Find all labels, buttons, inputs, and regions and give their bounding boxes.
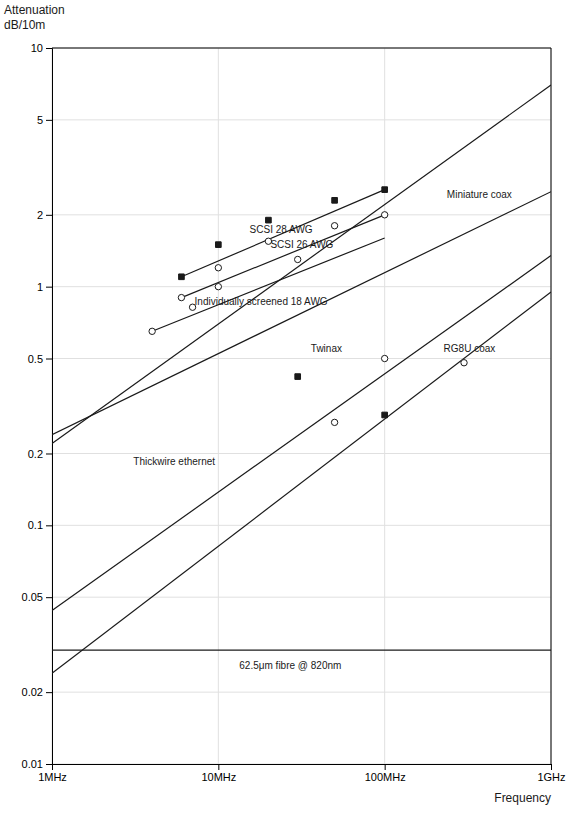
x-axis-line bbox=[53, 765, 552, 771]
grid-line-y bbox=[52, 119, 551, 120]
x-tick-label: 1MHz bbox=[38, 771, 67, 783]
y-tick-mark bbox=[46, 48, 52, 49]
x-tick-mark bbox=[218, 764, 219, 770]
plot-frame bbox=[52, 48, 551, 764]
x-tick-label: 1GHz bbox=[537, 771, 565, 783]
y-tick-mark bbox=[46, 764, 52, 765]
y-axis: 0.01 0.02 0.05 0.1 0.2 0.5 1 2 5 10 bbox=[22, 42, 53, 770]
series-label: 62.5μm fibre @ 820nm bbox=[239, 660, 341, 671]
x-axis-title: Frequency bbox=[494, 791, 551, 805]
series-marker bbox=[461, 360, 467, 366]
series-marker bbox=[215, 265, 221, 271]
y-tick: 0.01 bbox=[22, 758, 52, 770]
grid-line-y bbox=[52, 692, 551, 693]
y-tick-label: 0.5 bbox=[28, 353, 43, 365]
series-marker bbox=[295, 256, 301, 262]
series-label: Miniature coax bbox=[447, 189, 512, 200]
series-label: Twinax bbox=[311, 343, 342, 354]
y-tick-mark bbox=[46, 692, 52, 693]
y-tick-mark bbox=[46, 359, 52, 360]
y-tick: 0.1 bbox=[28, 519, 52, 531]
series-marker bbox=[382, 187, 388, 193]
y-tick-mark bbox=[46, 287, 52, 288]
series-line bbox=[52, 192, 551, 435]
series-marker bbox=[266, 217, 272, 223]
x-tick: 100MHz bbox=[365, 764, 406, 783]
y-tick: 2 bbox=[37, 209, 52, 221]
series-line bbox=[52, 85, 551, 444]
grid-line-y bbox=[52, 453, 551, 454]
y-tick-mark bbox=[46, 597, 52, 598]
series-line bbox=[52, 650, 551, 651]
y-tick: 0.5 bbox=[28, 353, 52, 365]
y-tick: 10 bbox=[31, 42, 52, 54]
y-tick: 0.02 bbox=[22, 686, 52, 698]
series-label: Individually screened 18 AWG bbox=[195, 296, 328, 307]
series-line bbox=[181, 215, 384, 298]
series-marker bbox=[331, 223, 337, 229]
y-tick-label: 0.05 bbox=[22, 591, 43, 603]
grid bbox=[52, 48, 551, 764]
series-label: SCSI 28 AWG bbox=[250, 224, 313, 235]
x-tick-label: 10MHz bbox=[201, 771, 236, 783]
series-line bbox=[152, 238, 385, 331]
grid-line-y bbox=[52, 358, 551, 359]
series-marker bbox=[179, 274, 185, 280]
y-tick-label: 0.01 bbox=[22, 758, 43, 770]
grid-line-x bbox=[384, 48, 385, 764]
series-marker bbox=[381, 355, 387, 361]
series-marker bbox=[295, 374, 301, 380]
series-marker bbox=[216, 242, 222, 248]
y-tick-label: 5 bbox=[37, 114, 43, 126]
x-tick-mark bbox=[551, 764, 552, 770]
y-tick: 0.05 bbox=[22, 591, 52, 603]
y-tick: 5 bbox=[37, 114, 52, 126]
series-line bbox=[52, 292, 551, 673]
y-tick-label: 0.1 bbox=[28, 519, 43, 531]
y-tick-mark bbox=[46, 525, 52, 526]
y-tick-mark bbox=[46, 215, 52, 216]
series-line bbox=[181, 190, 384, 277]
x-tick: 10MHz bbox=[201, 764, 236, 783]
y-tick-label: 2 bbox=[37, 209, 43, 221]
grid-line-y bbox=[52, 597, 551, 598]
series-labels: Miniature coax SCSI 28 AWG SCSI 26 AWG Indi… bbox=[133, 189, 512, 671]
y-axis-title: dB/10m bbox=[4, 18, 45, 32]
series-label: Thickwire ethernet bbox=[133, 456, 215, 467]
grid-line-x bbox=[218, 48, 219, 764]
series-marker bbox=[332, 198, 338, 204]
grid-line-y bbox=[52, 214, 551, 215]
y-axis-title: Attenuation bbox=[4, 3, 65, 17]
y-tick-mark bbox=[46, 453, 52, 454]
series-label: SCSI 26 AWG bbox=[270, 239, 333, 250]
series-marker bbox=[381, 212, 387, 218]
y-axis-line bbox=[46, 49, 53, 765]
series-marker bbox=[215, 283, 221, 289]
y-tick: 0.2 bbox=[28, 448, 52, 460]
x-axis: 1MHz 10MHz 100MHz 1GHz bbox=[38, 764, 565, 783]
y-tick-label: 0.2 bbox=[28, 448, 43, 460]
y-tick-label: 0.02 bbox=[22, 686, 43, 698]
grid-line-y bbox=[52, 286, 551, 287]
series-label: RG8U coax bbox=[444, 343, 496, 354]
x-tick-mark bbox=[385, 764, 386, 770]
y-tick: 1 bbox=[37, 281, 52, 293]
y-tick-mark bbox=[46, 120, 52, 121]
series-marker bbox=[149, 328, 155, 334]
series-marker bbox=[178, 294, 184, 300]
y-tick-label: 1 bbox=[37, 281, 43, 293]
plot-area bbox=[52, 85, 551, 673]
y-tick-label: 10 bbox=[31, 42, 43, 54]
series-line bbox=[52, 256, 551, 611]
grid-line-y bbox=[52, 525, 551, 526]
x-tick: 1GHz bbox=[537, 764, 565, 783]
chart: 1MHz 10MHz 100MHz 1GHz 0.01 0.02 0.05 0.1 0.2 0.5… bbox=[0, 0, 577, 816]
x-tick-label: 100MHz bbox=[365, 771, 406, 783]
series-marker bbox=[331, 419, 337, 425]
